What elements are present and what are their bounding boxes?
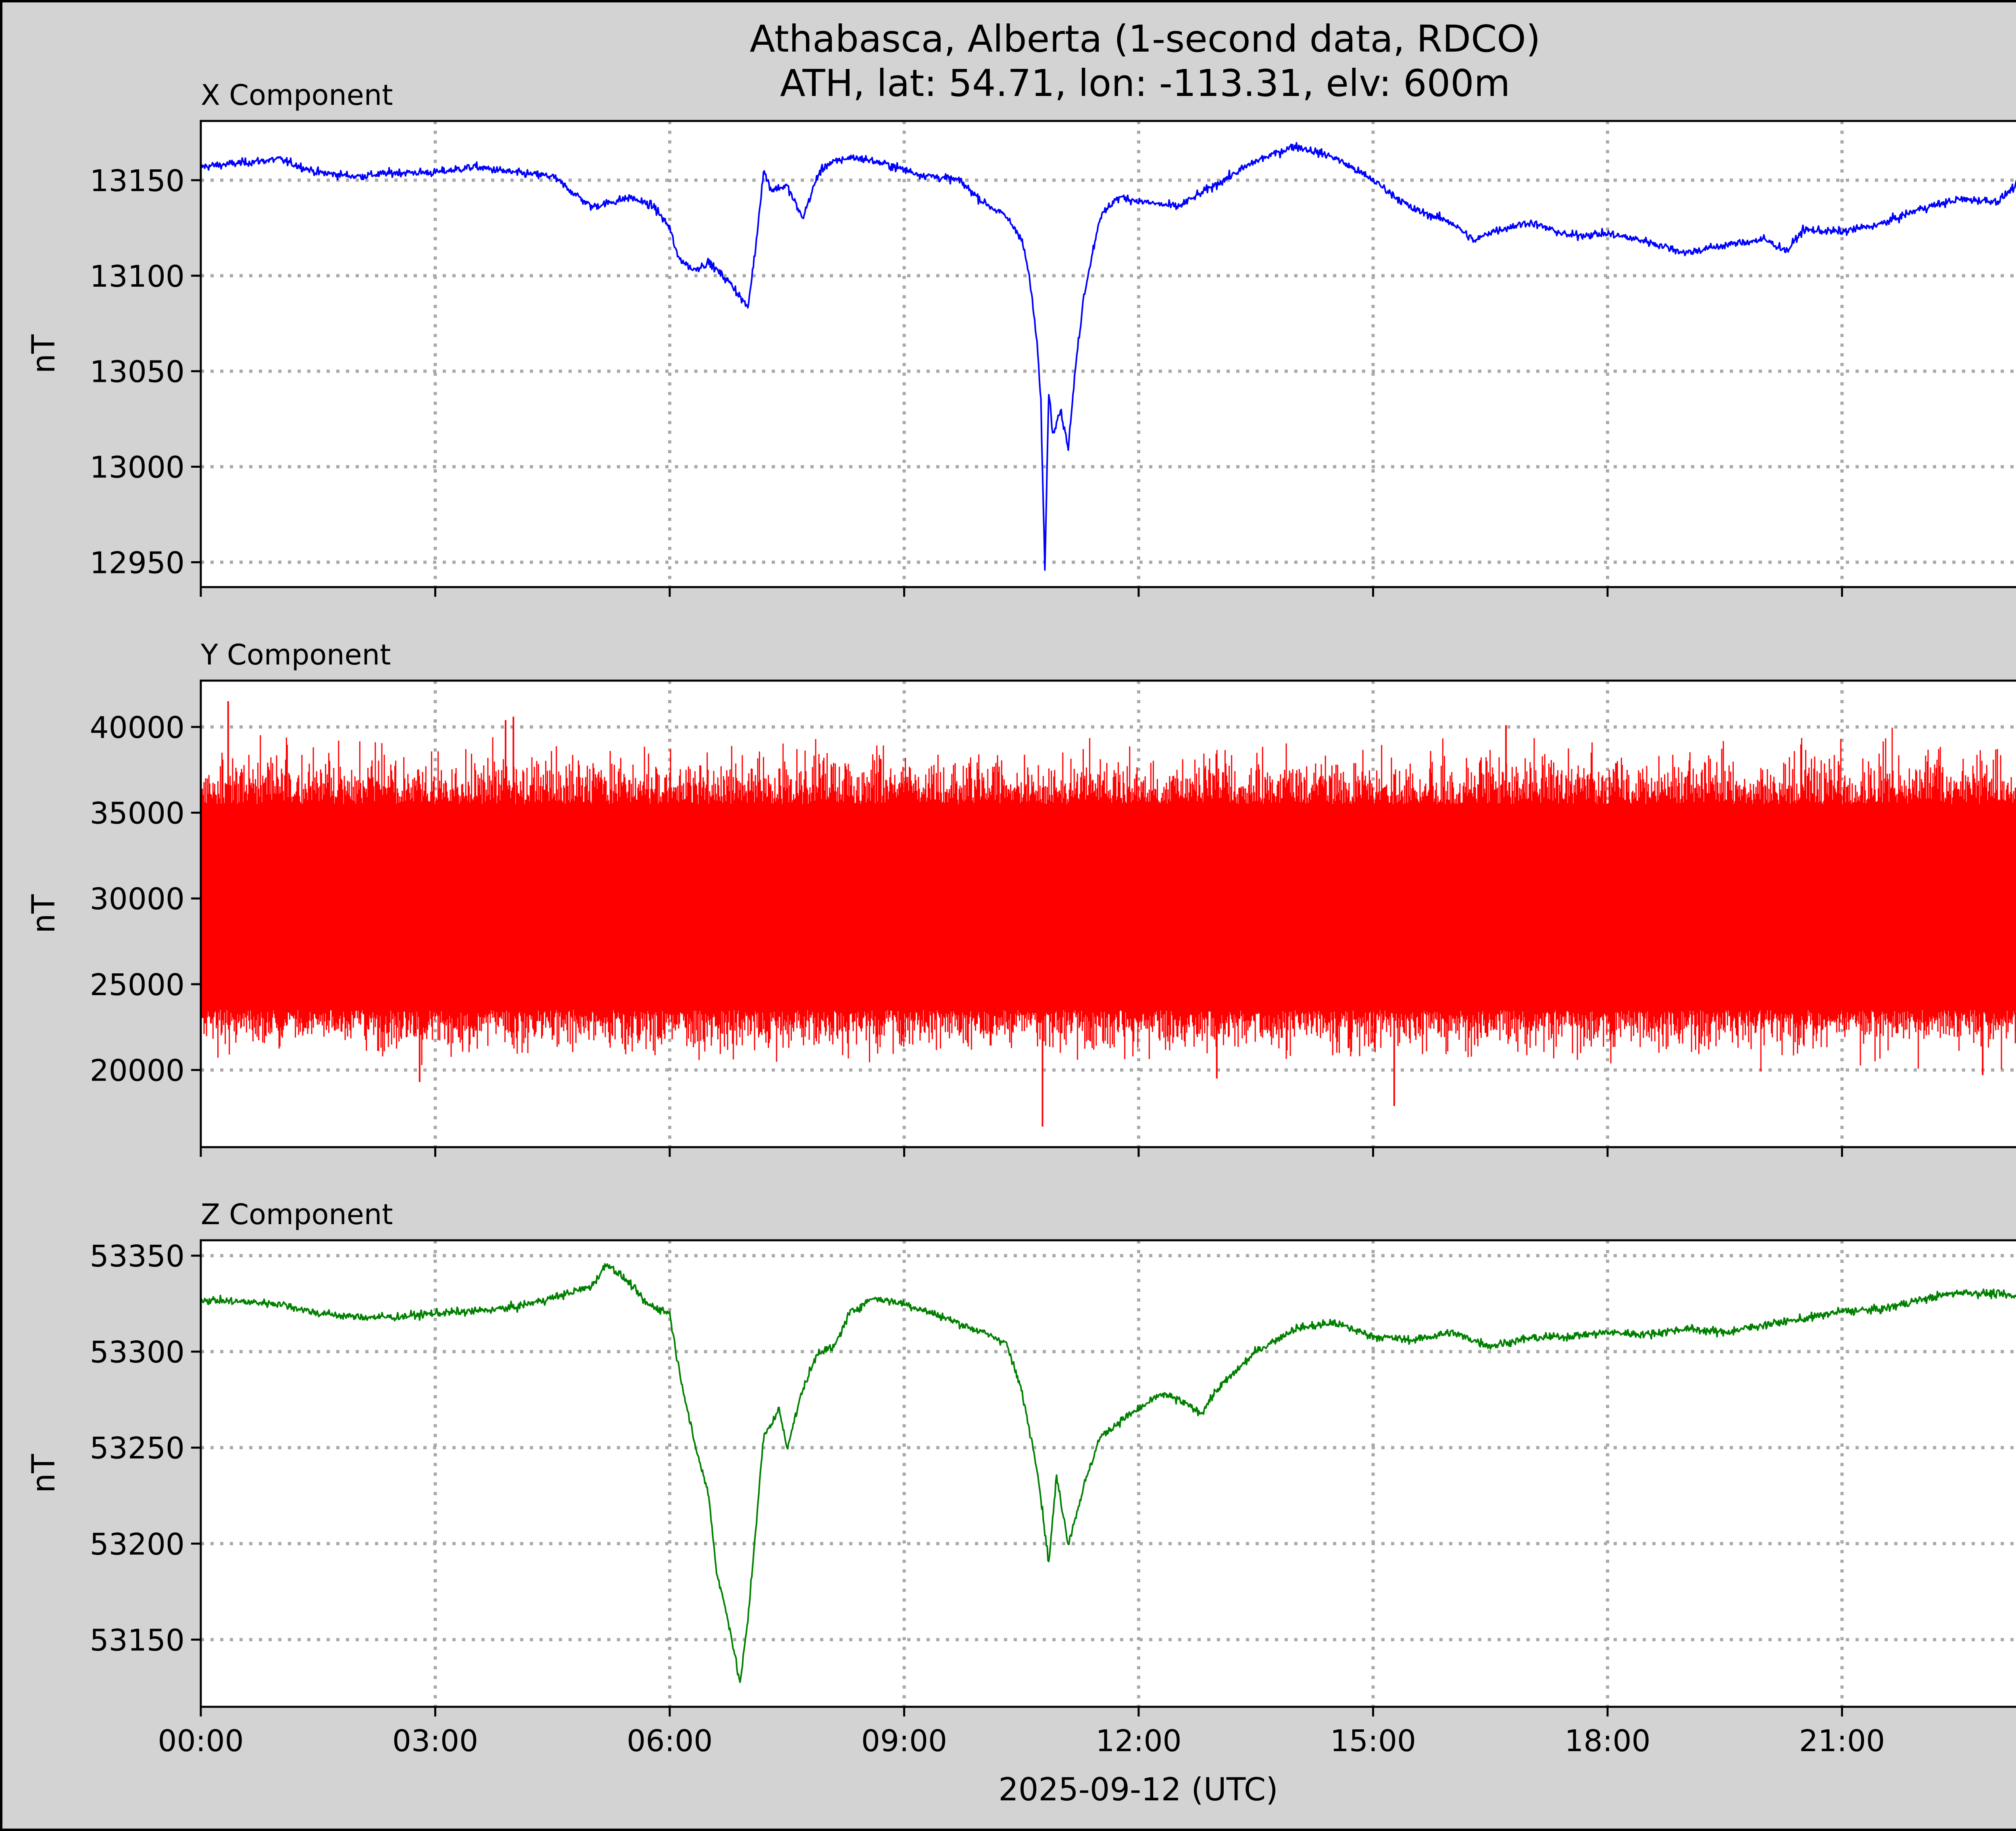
series-group: [201, 1263, 2016, 1683]
y-axis-label: nT: [26, 334, 62, 373]
y-tick-label: 13050: [90, 355, 185, 390]
y-tick-label: 53350: [90, 1239, 185, 1274]
plot-area: [201, 1240, 2016, 1707]
y-tick-label: 20000: [90, 1054, 185, 1088]
y-axis-label: nT: [26, 894, 62, 933]
panel-3: Z Component nT 53150 53200 53250 53300 53350 00…: [26, 1198, 2016, 1758]
series-line: [201, 1263, 2016, 1683]
series-line: [201, 142, 2016, 571]
y-tick-label: 13150: [90, 164, 185, 198]
figure-title: Athabasca, Alberta (1-second data, RDCO): [750, 17, 1540, 60]
y-tick-label: 53300: [90, 1335, 185, 1370]
panel-title: X Component: [201, 79, 393, 112]
x-tick-label: 09:00: [861, 1724, 947, 1758]
y-tick-label: 40000: [90, 710, 185, 745]
y-tick-label: 53150: [90, 1623, 185, 1658]
panels: X Component nT 12950 13000 13050 13100 13150 Y …: [26, 79, 2016, 1758]
x-tick-label: 00:00: [158, 1724, 244, 1758]
y-tick-label: 13000: [90, 450, 185, 485]
x-tick-label: 03:00: [392, 1724, 478, 1758]
x-axis-label: 2025-09-12 (UTC): [998, 1772, 1278, 1808]
y-tick-label: 53200: [90, 1527, 185, 1562]
panel-1: X Component nT 12950 13000 13050 13100 13150: [26, 79, 2016, 597]
y-tick-label: 25000: [90, 968, 185, 1002]
x-tick-label: 06:00: [627, 1724, 712, 1758]
series-group: [201, 701, 2016, 1127]
y-tick-label: 13100: [90, 259, 185, 294]
x-tick-label: 21:00: [1799, 1724, 1885, 1758]
noise-spikes: [201, 727, 2016, 1072]
y-tick-label: 12950: [90, 546, 185, 580]
panel-title: Y Component: [200, 638, 391, 671]
x-tick-label: 15:00: [1330, 1724, 1416, 1758]
y-axis-label: nT: [26, 1454, 62, 1493]
plot-area: [201, 121, 2016, 587]
y-tick-label: 30000: [90, 882, 185, 917]
figure-subtitle: ATH, lat: 54.71, lon: -113.31, elv: 600m: [780, 62, 1510, 105]
y-tick-label: 53250: [90, 1431, 185, 1466]
series-group: [201, 142, 2016, 571]
x-tick-label: 12:00: [1095, 1724, 1181, 1758]
x-tick-label: 18:00: [1564, 1724, 1650, 1758]
y-tick-label: 35000: [90, 796, 185, 831]
panel-2: Y Component nT 20000 25000 30000 35000 40000: [26, 638, 2016, 1157]
panel-title: Z Component: [201, 1198, 393, 1231]
